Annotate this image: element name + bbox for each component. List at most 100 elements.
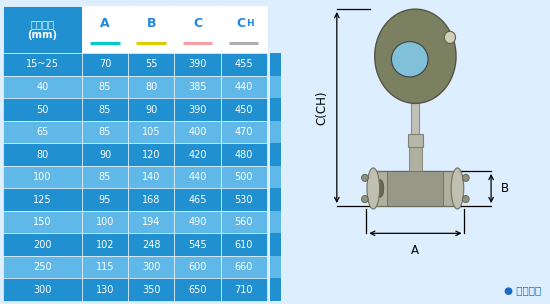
Bar [270, 278, 280, 301]
Bar [221, 278, 267, 301]
Bar [270, 188, 280, 211]
Text: 450: 450 [234, 105, 253, 115]
Text: 90: 90 [145, 105, 157, 115]
Bar [221, 76, 267, 98]
Bar [3, 6, 82, 53]
Bar [174, 143, 221, 166]
Text: 610: 610 [234, 240, 253, 250]
Circle shape [463, 195, 469, 203]
Text: 140: 140 [142, 172, 161, 182]
Text: B: B [146, 18, 156, 30]
Bar [221, 143, 267, 166]
Text: H: H [246, 19, 254, 29]
Bar [174, 76, 221, 98]
Text: A: A [411, 244, 419, 257]
Bar [128, 256, 174, 278]
Bar [128, 166, 174, 188]
Text: 90: 90 [99, 150, 111, 160]
Text: 440: 440 [188, 172, 207, 182]
Bar [174, 211, 221, 233]
Text: 85: 85 [99, 105, 111, 115]
Text: 85: 85 [99, 82, 111, 92]
Bar [82, 233, 128, 256]
Text: 70: 70 [99, 60, 111, 69]
Bar [3, 98, 82, 121]
Bar [270, 233, 280, 256]
Text: A: A [100, 18, 110, 30]
Text: 420: 420 [188, 150, 207, 160]
Bar [82, 6, 128, 53]
Ellipse shape [377, 180, 384, 197]
Bar [221, 233, 267, 256]
Text: 200: 200 [33, 240, 52, 250]
Bar [128, 278, 174, 301]
Text: 455: 455 [234, 60, 253, 69]
Text: 100: 100 [33, 172, 52, 182]
Bar [221, 53, 267, 76]
Bar [387, 171, 443, 206]
Ellipse shape [444, 31, 455, 43]
Text: 55: 55 [145, 60, 157, 69]
Bar [221, 256, 267, 278]
Bar [270, 256, 280, 278]
Bar [128, 53, 174, 76]
Text: 440: 440 [234, 82, 253, 92]
Circle shape [361, 195, 369, 203]
Bar [411, 103, 419, 134]
Bar [221, 6, 267, 53]
Bar [221, 98, 267, 121]
Text: 40: 40 [36, 82, 48, 92]
Text: 102: 102 [96, 240, 114, 250]
Bar [128, 76, 174, 98]
Bar [3, 233, 82, 256]
Bar [221, 211, 267, 233]
Circle shape [463, 174, 469, 181]
Text: 710: 710 [234, 285, 253, 295]
Text: 168: 168 [142, 195, 161, 205]
Bar [221, 188, 267, 211]
Bar [408, 134, 423, 147]
Bar [174, 98, 221, 121]
Bar [3, 166, 82, 188]
Bar [174, 121, 221, 143]
Text: 250: 250 [33, 262, 52, 272]
Bar [174, 256, 221, 278]
Text: 115: 115 [96, 262, 114, 272]
Bar [3, 256, 82, 278]
Bar [270, 53, 280, 76]
Bar [82, 98, 128, 121]
Text: 660: 660 [234, 262, 253, 272]
Bar [128, 6, 174, 53]
Bar [373, 171, 458, 206]
Bar [82, 53, 128, 76]
Ellipse shape [367, 168, 380, 209]
Text: 85: 85 [99, 172, 111, 182]
Bar [174, 166, 221, 188]
Text: 85: 85 [99, 127, 111, 137]
Text: 125: 125 [33, 195, 52, 205]
Text: 65: 65 [36, 127, 48, 137]
Text: 80: 80 [36, 150, 48, 160]
Text: 390: 390 [188, 105, 207, 115]
Bar [174, 278, 221, 301]
Bar [128, 188, 174, 211]
Bar [128, 98, 174, 121]
Bar [82, 143, 128, 166]
Circle shape [361, 174, 369, 181]
Bar [3, 278, 82, 301]
Text: 150: 150 [33, 217, 52, 227]
Bar [3, 121, 82, 143]
Bar [82, 256, 128, 278]
Text: 50: 50 [36, 105, 48, 115]
Bar [3, 188, 82, 211]
Bar [82, 166, 128, 188]
Bar [174, 53, 221, 76]
Text: 95: 95 [99, 195, 111, 205]
Bar [221, 166, 267, 188]
Bar [82, 278, 128, 301]
Bar [174, 188, 221, 211]
Text: 350: 350 [142, 285, 161, 295]
Text: 194: 194 [142, 217, 161, 227]
Text: 120: 120 [142, 150, 161, 160]
Text: 130: 130 [96, 285, 114, 295]
